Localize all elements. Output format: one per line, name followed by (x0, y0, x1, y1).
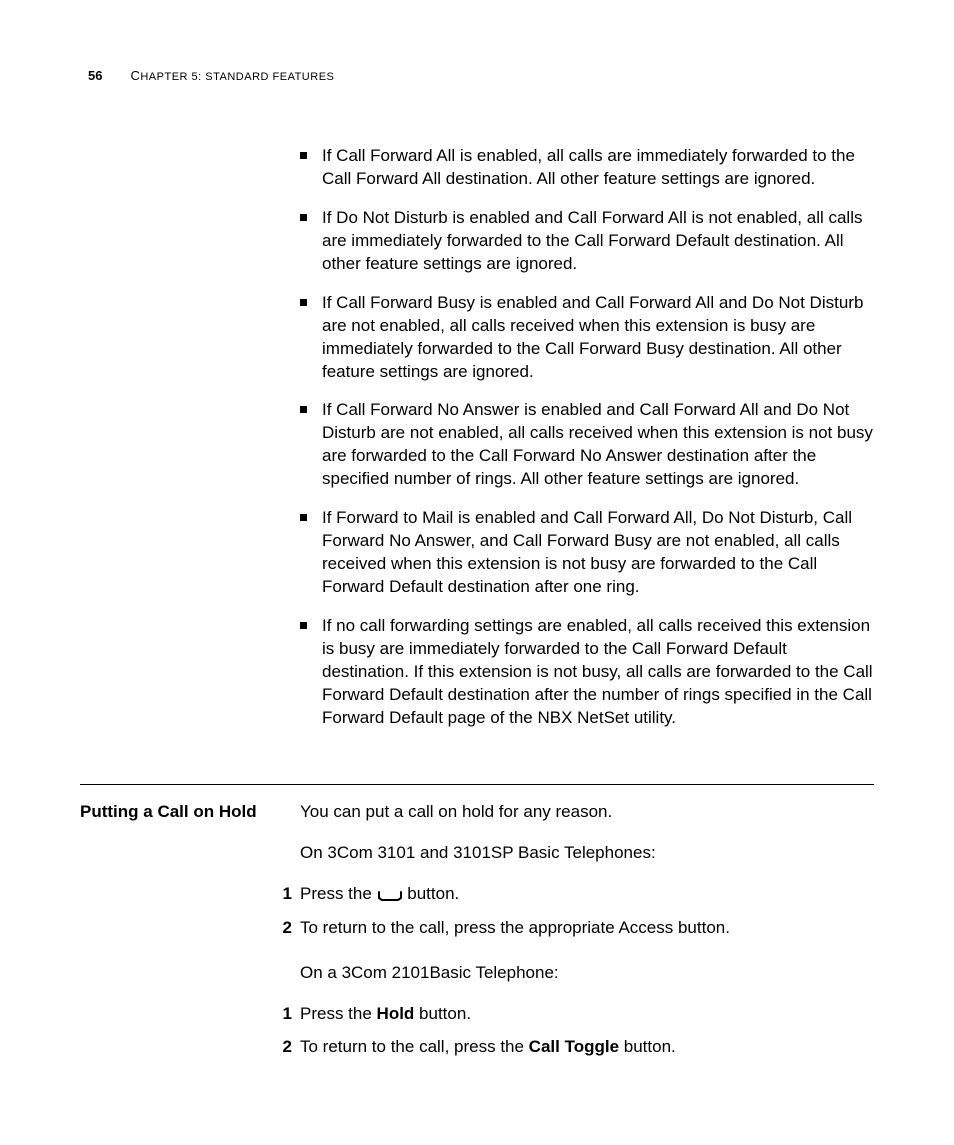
bullet-item: If Call Forward All is enabled, all call… (300, 145, 874, 191)
model-line-1: On 3Com 3101 and 3101SP Basic Telephones… (300, 842, 874, 865)
left-margin-spacer (80, 145, 300, 746)
section-intro: You can put a call on hold for any reaso… (300, 801, 874, 824)
steps-list-a: Press the button. To return to the call,… (272, 883, 874, 941)
running-header: 56 Chapter 5: Standard Features (88, 68, 874, 83)
bullet-item: If Forward to Mail is enabled and Call F… (300, 507, 874, 599)
step-item: To return to the call, press the Call To… (272, 1036, 874, 1059)
model-line-2: On a 3Com 2101Basic Telephone: (300, 962, 874, 985)
hold-label: Hold (377, 1004, 415, 1023)
section-divider (80, 784, 874, 785)
step-text-pre: Press the (300, 1004, 377, 1023)
step-text-post: button. (414, 1004, 471, 1023)
section-block: Putting a Call on Hold You can put a cal… (80, 801, 874, 1070)
steps-list-b: Press the Hold button. To return to the … (272, 1003, 874, 1059)
section-body: You can put a call on hold for any reaso… (300, 801, 874, 1070)
bullet-item: If Do Not Disturb is enabled and Call Fo… (300, 207, 874, 276)
bullet-item: If no call forwarding settings are enabl… (300, 615, 874, 730)
step-item: Press the Hold button. (272, 1003, 874, 1026)
step-item: Press the button. (272, 883, 874, 908)
step-text-post: button. (619, 1037, 676, 1056)
bullets-column: If Call Forward All is enabled, all call… (300, 145, 874, 746)
chapter-label: Chapter 5: Standard Features (130, 68, 334, 83)
bullet-item: If Call Forward No Answer is enabled and… (300, 399, 874, 491)
step-text-pre: To return to the call, press the (300, 1037, 529, 1056)
bullet-item: If Call Forward Busy is enabled and Call… (300, 292, 874, 384)
bullet-list: If Call Forward All is enabled, all call… (300, 145, 874, 730)
step-text-post: button. (403, 884, 460, 903)
section-heading: Putting a Call on Hold (80, 801, 300, 1070)
bullets-block: If Call Forward All is enabled, all call… (80, 145, 874, 746)
call-toggle-label: Call Toggle (529, 1037, 619, 1056)
page-number: 56 (88, 68, 102, 83)
hold-icon (377, 885, 403, 908)
step-item: To return to the call, press the appropr… (272, 917, 874, 940)
step-text-pre: Press the (300, 884, 377, 903)
document-page: 56 Chapter 5: Standard Features If Call … (0, 0, 954, 1145)
